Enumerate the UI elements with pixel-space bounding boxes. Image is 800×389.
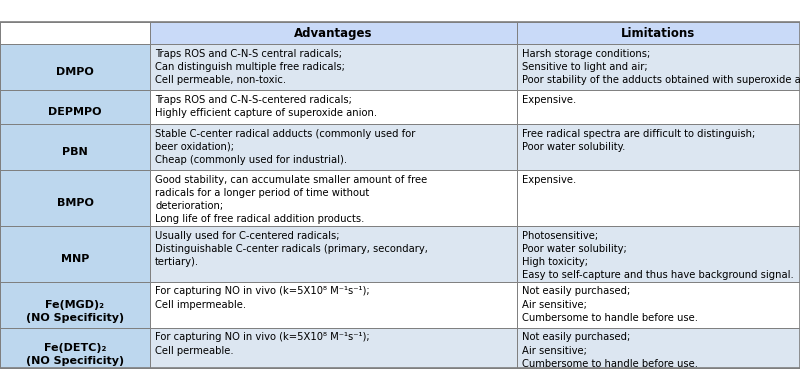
Text: Expensive.: Expensive. — [522, 95, 576, 105]
Bar — [0, 44, 150, 89]
Text: Traps ROS and C-N-S central radicals;
Can distinguish multiple free radicals;
Ce: Traps ROS and C-N-S central radicals; Ca… — [155, 49, 345, 85]
Bar — [150, 44, 517, 89]
Bar — [150, 282, 517, 328]
Bar — [517, 123, 800, 170]
Bar — [517, 282, 800, 328]
Bar — [517, 226, 800, 282]
Bar — [0, 328, 150, 368]
Text: Limitations: Limitations — [622, 26, 696, 40]
Text: Advantages: Advantages — [294, 26, 373, 40]
Text: DEPMPO: DEPMPO — [48, 107, 102, 116]
Text: PBN: PBN — [62, 147, 88, 156]
Text: Photosensitive;
Poor water solubility;
High toxicity;
Easy to self-capture and t: Photosensitive; Poor water solubility; H… — [522, 231, 794, 280]
Bar — [0, 123, 150, 170]
Text: BMPO: BMPO — [57, 198, 94, 207]
Text: Free radical spectra are difficult to distinguish;
Poor water solubility.: Free radical spectra are difficult to di… — [522, 128, 755, 152]
Bar — [0, 21, 150, 44]
Text: Traps ROS and C-N-S-centered radicals;
Highly efficient capture of superoxide an: Traps ROS and C-N-S-centered radicals; H… — [155, 95, 377, 118]
Bar — [517, 44, 800, 89]
Text: Stable C-center radical adducts (commonly used for
beer oxidation);
Cheap (commo: Stable C-center radical adducts (commonl… — [155, 128, 415, 165]
Text: Not easily purchased;
Air sensitive;
Cumbersome to handle before use.: Not easily purchased; Air sensitive; Cum… — [522, 333, 698, 369]
Bar — [0, 170, 150, 226]
Text: Harsh storage conditions;
Sensitive to light and air;
Poor stability of the addu: Harsh storage conditions; Sensitive to l… — [522, 49, 800, 85]
Bar — [0, 282, 150, 328]
Bar — [0, 21, 800, 368]
Text: Usually used for C-centered radicals;
Distinguishable C-center radicals (primary: Usually used for C-centered radicals; Di… — [155, 231, 428, 267]
Bar — [0, 89, 150, 123]
Bar — [517, 89, 800, 123]
Bar — [150, 89, 517, 123]
Text: For capturing NO in vivo (k=5X10⁸ M⁻¹s⁻¹);
Cell permeable.: For capturing NO in vivo (k=5X10⁸ M⁻¹s⁻¹… — [155, 333, 370, 356]
Bar — [150, 226, 517, 282]
Text: Expensive.: Expensive. — [522, 175, 576, 184]
Text: For capturing NO in vivo (k=5X10⁸ M⁻¹s⁻¹);
Cell impermeable.: For capturing NO in vivo (k=5X10⁸ M⁻¹s⁻¹… — [155, 287, 370, 310]
Bar — [150, 123, 517, 170]
Text: Good stability, can accumulate smaller amount of free
radicals for a longer peri: Good stability, can accumulate smaller a… — [155, 175, 427, 224]
Bar — [150, 328, 517, 368]
Bar — [517, 170, 800, 226]
Text: Not easily purchased;
Air sensitive;
Cumbersome to handle before use.: Not easily purchased; Air sensitive; Cum… — [522, 287, 698, 323]
Text: DMPO: DMPO — [56, 67, 94, 77]
Bar — [150, 170, 517, 226]
Bar — [150, 21, 517, 44]
Text: MNP: MNP — [61, 254, 89, 263]
Text: Fe(MGD)₂
(NO Specificity): Fe(MGD)₂ (NO Specificity) — [26, 300, 124, 323]
Text: Fe(DETC)₂
(NO Specificity): Fe(DETC)₂ (NO Specificity) — [26, 343, 124, 366]
Bar — [517, 21, 800, 44]
Bar — [0, 226, 150, 282]
Bar — [517, 328, 800, 368]
